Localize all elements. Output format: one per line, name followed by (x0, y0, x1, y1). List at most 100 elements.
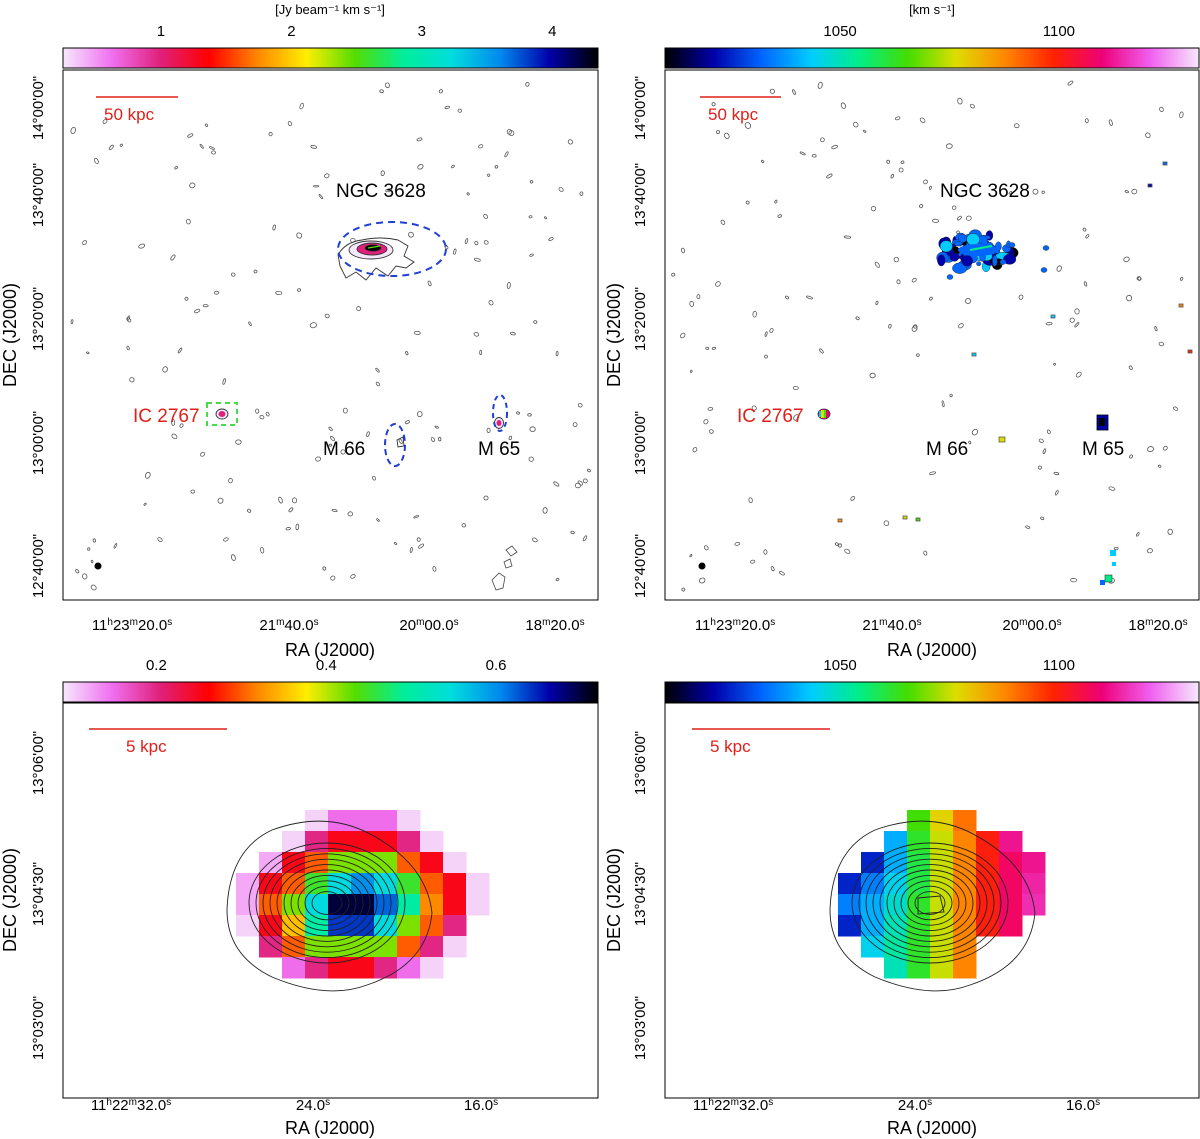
ngc3628-velocity-field (936, 229, 1050, 280)
noise-contour (577, 403, 583, 408)
noise-contour (291, 497, 298, 504)
noise-contour (211, 150, 216, 155)
pixel-cell (999, 894, 1023, 916)
noise-contour (527, 413, 532, 417)
velocity-speck (837, 518, 843, 523)
pixel-cell (1022, 852, 1046, 874)
pixel-cell (420, 831, 444, 853)
noise-contour (138, 243, 146, 249)
pixel-cell (328, 831, 352, 853)
noise-contour (1179, 276, 1184, 281)
pixel-cell (420, 852, 444, 874)
noise-contour (87, 547, 91, 551)
noise-contour (1108, 486, 1116, 491)
noise-contour (416, 411, 423, 418)
pixel-cell (351, 915, 375, 937)
velocity-clump (946, 274, 954, 280)
noise-contour (957, 97, 963, 105)
label-ngc3628: NGC 3628 (336, 181, 426, 202)
noise-contour (408, 231, 414, 238)
velocity-speck (1178, 303, 1184, 308)
noise-contour (1147, 446, 1154, 453)
noise-contour (126, 317, 132, 323)
noise-contour (1162, 445, 1168, 451)
noise-contour (1041, 190, 1045, 194)
noise-contour (1074, 308, 1080, 315)
noise-contour (287, 121, 293, 127)
noise-contour (533, 320, 538, 324)
panel-top-left: [Jy beam⁻¹ km s⁻¹] 1 2 3 4 (0, 2, 599, 660)
pixel-cell (282, 831, 306, 853)
noise-contour (705, 346, 710, 350)
ngc3628-velocity-ridge (969, 245, 993, 251)
noise-contour (1075, 371, 1082, 378)
noise-contour (92, 538, 96, 543)
velocity-clump (1040, 267, 1048, 273)
noise-contour (893, 256, 899, 263)
pixel-cell (999, 831, 1023, 853)
y-axis: 13°03'00" 13°04'30" 13°06'00" DEC (J2000… (604, 731, 649, 1060)
label-m65: M 65 (1082, 439, 1124, 460)
pixel-cell (930, 852, 954, 874)
noise-contour (770, 566, 775, 572)
noise-contour (799, 151, 806, 156)
noise-contour (255, 408, 260, 414)
noise-contour (572, 422, 578, 428)
noise-contour (1167, 528, 1173, 535)
noise-contour (1113, 546, 1119, 551)
x-axis-label: RA (J2000) (285, 1118, 375, 1138)
noise-contour (506, 282, 511, 289)
noise-contour (1070, 577, 1077, 583)
pixel-cell (861, 873, 885, 895)
noise-contour (328, 426, 333, 432)
velocity-speck (971, 352, 977, 357)
scale-bar-label: 50 kpc (708, 105, 759, 124)
ngc3628-velocity-core (958, 244, 998, 256)
noise-contour (919, 204, 924, 209)
y-tick-2: 13°00'00" (30, 411, 47, 475)
noise-contour (375, 381, 381, 387)
noise-contour (119, 143, 123, 147)
noise-contour (715, 281, 721, 287)
ic2767-vel-mid (821, 410, 824, 418)
noise-contour (190, 489, 196, 494)
noise-contour (82, 240, 87, 246)
noise-contour (356, 306, 362, 312)
pixel-cell (420, 915, 444, 937)
noise-contour (1038, 438, 1044, 444)
noise-contour (744, 122, 751, 129)
m65-tail-velocity (1100, 550, 1116, 585)
pixel-cell (861, 936, 885, 958)
noise-contour (102, 119, 108, 124)
ngc3628-velocity-cell (961, 255, 973, 267)
colorbar (62, 47, 599, 69)
noise-contour (340, 449, 346, 455)
pixel-cell (907, 873, 931, 895)
y-axis-label: DEC (J2000) (604, 283, 624, 387)
noise-contour (929, 296, 933, 301)
noise-contour (1136, 532, 1140, 537)
pixel-cell (397, 810, 421, 832)
noise-contour (393, 541, 398, 546)
noise-contour (900, 160, 905, 165)
colorbar-tick-1050: 1050 (823, 23, 856, 40)
pixel-cell (884, 957, 908, 979)
noise-contour (764, 354, 768, 359)
noise-contour (874, 261, 880, 268)
noise-contour (487, 173, 491, 177)
colorbar-tick-labels: 1050 1100 (823, 657, 1075, 674)
noise-contour (760, 159, 765, 164)
colorbar-tick-labels: 0.2 0.4 0.6 (146, 657, 507, 674)
velocity-speck (1187, 349, 1193, 354)
noise-contour (494, 165, 499, 169)
noise-contour (834, 542, 839, 546)
contour-level (290, 874, 364, 932)
contour-level (262, 853, 392, 953)
noise-contour (516, 411, 521, 415)
colorbar-tick-labels: 1050 1100 (823, 23, 1075, 40)
noise-contour (1056, 265, 1062, 272)
noise-contour (1179, 111, 1184, 119)
x-tick-1: 11h22m32.0s (91, 1097, 171, 1115)
noise-contour (268, 131, 273, 137)
noise-contour (90, 559, 94, 564)
